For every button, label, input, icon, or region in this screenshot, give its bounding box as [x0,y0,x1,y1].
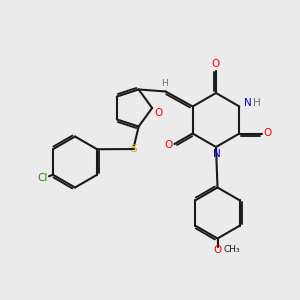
Text: O: O [212,59,220,70]
Text: O: O [264,128,272,139]
Text: N: N [244,98,252,108]
Text: O: O [164,140,172,151]
Text: CH₃: CH₃ [224,245,240,254]
Text: H: H [161,79,167,88]
Text: H: H [253,98,261,108]
Text: O: O [213,244,222,255]
Text: O: O [154,107,163,118]
Text: N: N [213,148,220,159]
Text: S: S [131,144,137,154]
Text: Cl: Cl [37,173,48,183]
